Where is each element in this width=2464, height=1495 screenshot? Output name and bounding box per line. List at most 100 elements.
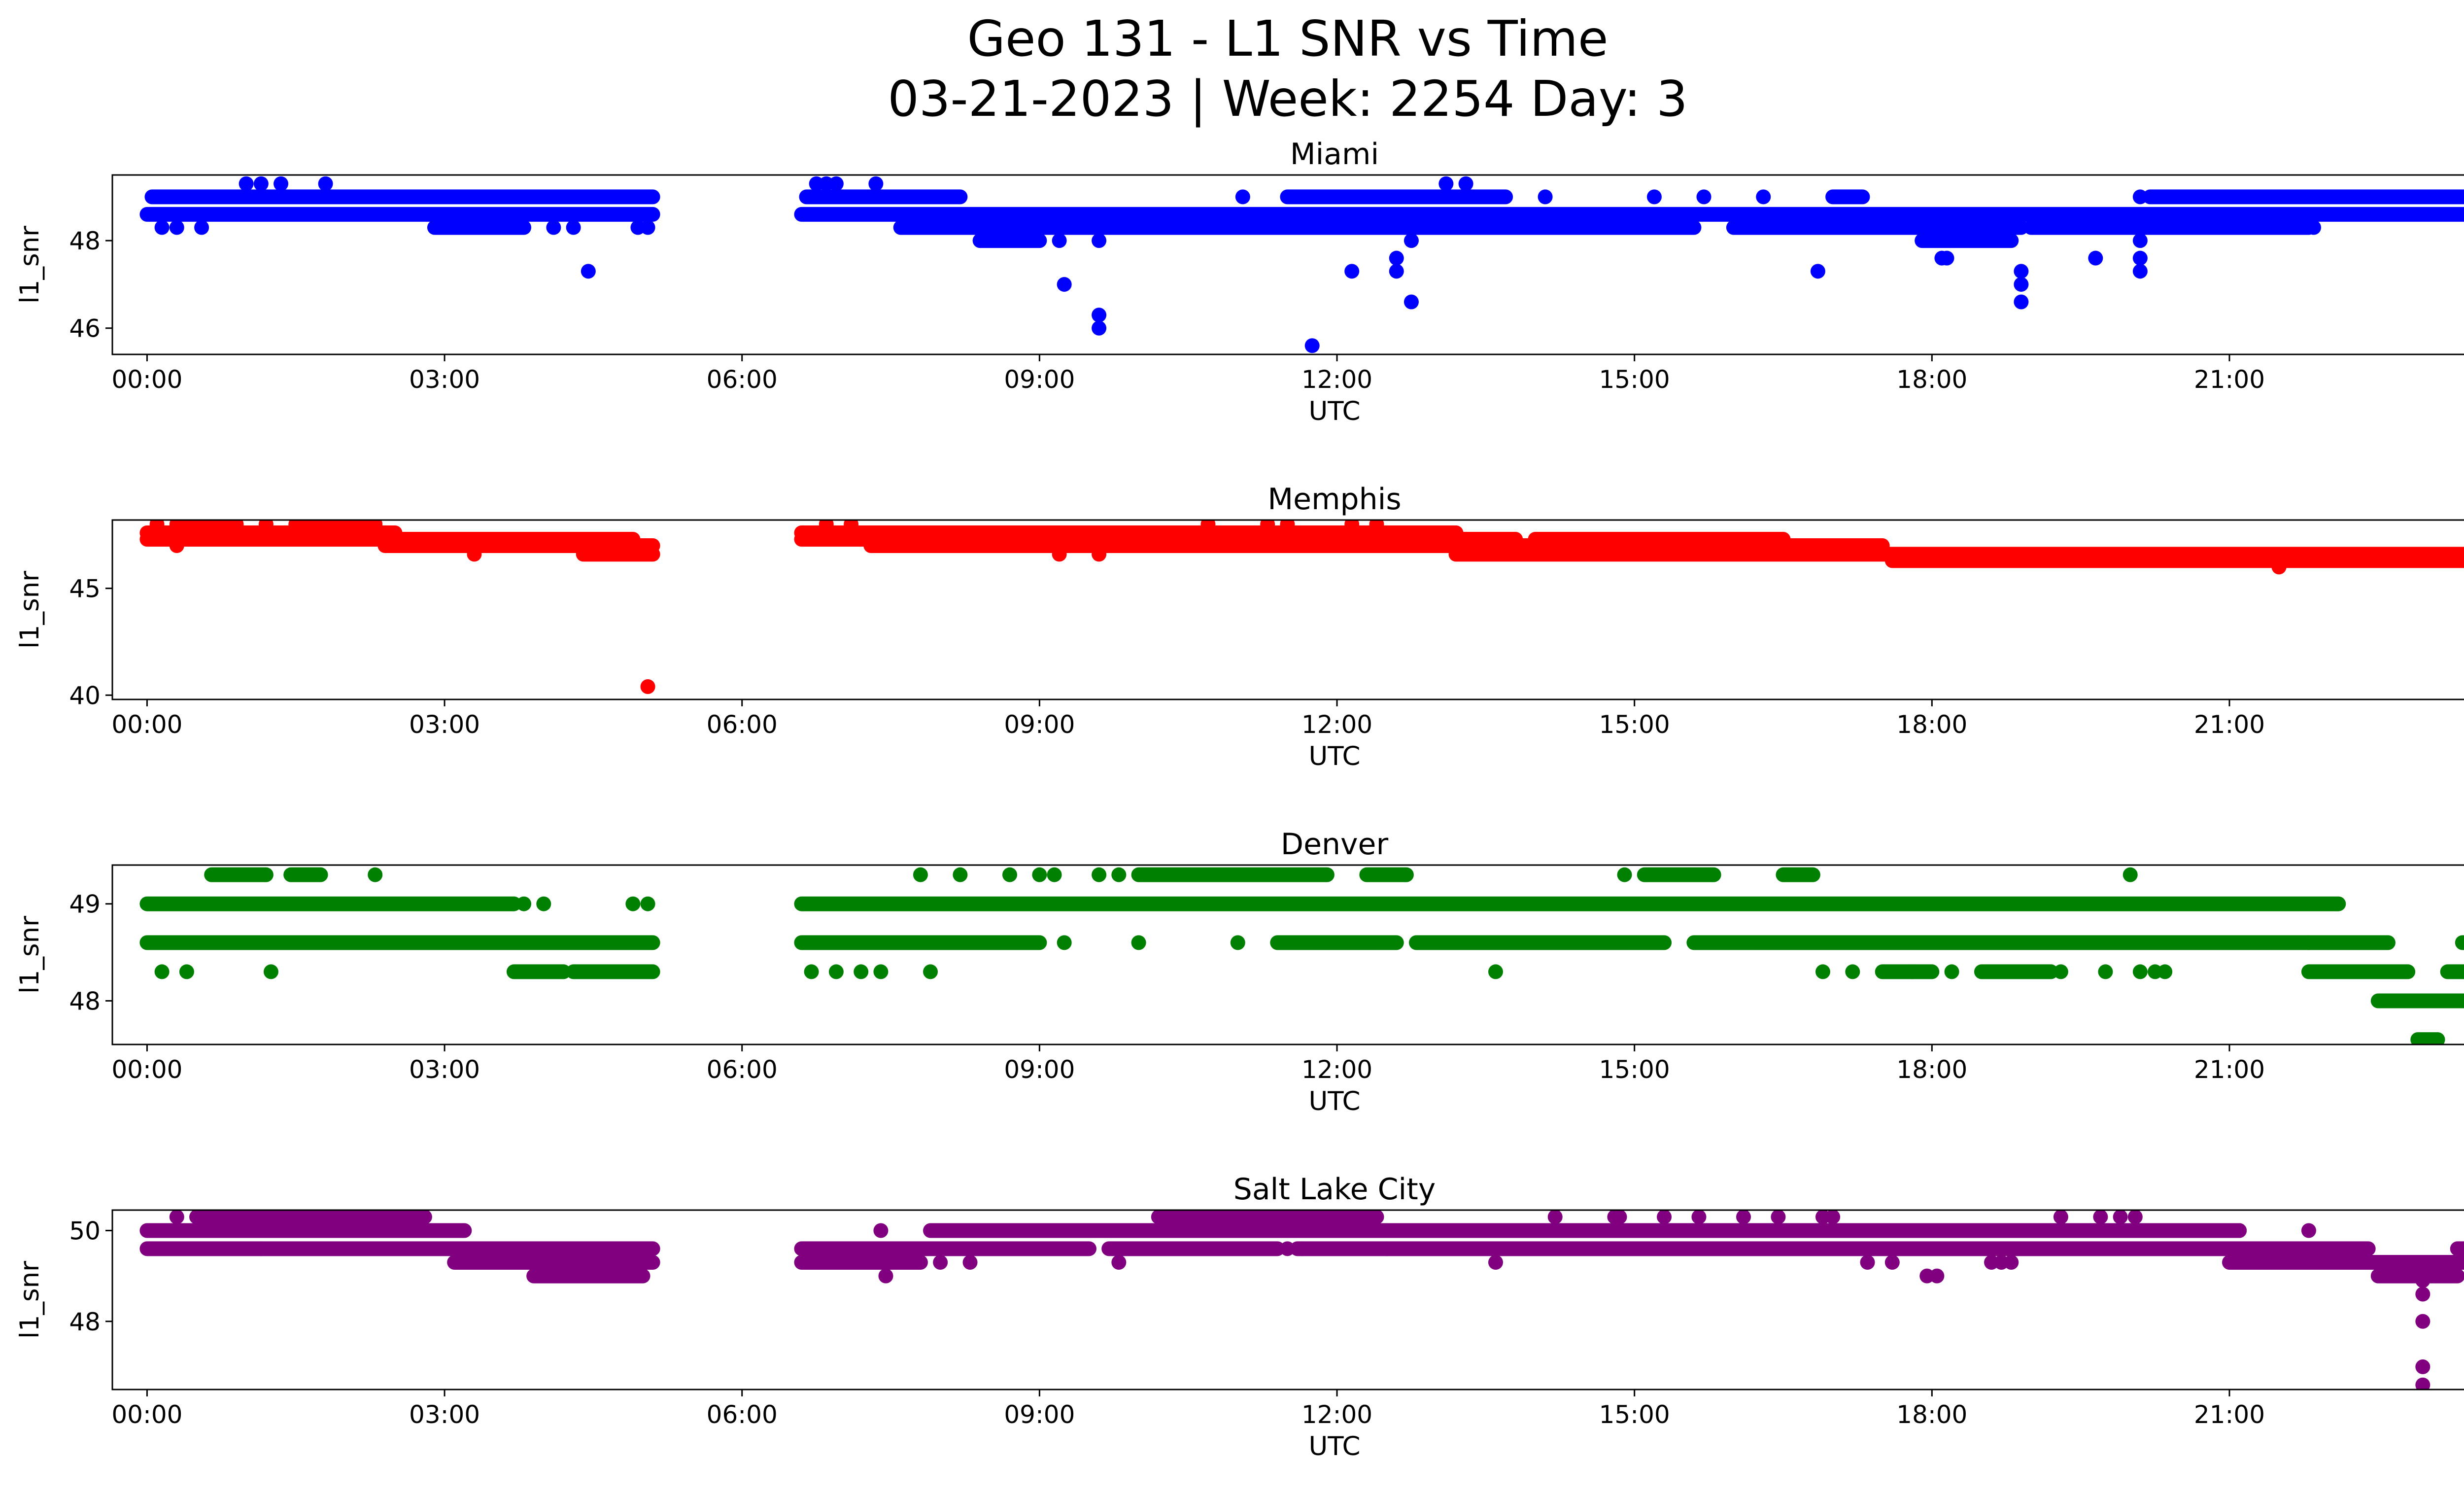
data-point bbox=[873, 1223, 889, 1238]
data-point bbox=[2415, 1314, 2430, 1329]
data-point bbox=[179, 964, 194, 979]
data-point bbox=[2113, 1210, 2128, 1224]
y-tick-label: 48 bbox=[69, 1308, 101, 1336]
data-point bbox=[2415, 1286, 2430, 1302]
data-band bbox=[2455, 935, 2464, 950]
data-point bbox=[581, 264, 596, 279]
x-tick-label: 15:00 bbox=[1599, 710, 1670, 739]
data-point bbox=[1810, 264, 1825, 279]
data-point bbox=[253, 1241, 269, 1256]
data-band bbox=[794, 935, 1047, 950]
subplot-denver: Denver 00:00 03:00 06:00 09:00 12:00 15:00 18:0… bbox=[15, 827, 2464, 1116]
data-point bbox=[1488, 1254, 1503, 1270]
x-axis-label: UTC bbox=[1308, 396, 1360, 426]
x-tick-label: 03:00 bbox=[409, 365, 480, 394]
x-tick-label: 21:00 bbox=[2194, 710, 2265, 739]
subplot-title: Salt Lake City bbox=[1233, 1172, 1436, 1207]
data-point bbox=[868, 176, 884, 191]
data-point bbox=[854, 964, 869, 979]
x-tick-label: 18:00 bbox=[1896, 1400, 1967, 1429]
x-axis-label: UTC bbox=[1308, 1431, 1360, 1461]
x-tick-label: 00:00 bbox=[111, 710, 182, 739]
x-tick-label: 09:00 bbox=[1004, 710, 1075, 739]
data-point bbox=[873, 964, 889, 979]
data-band bbox=[923, 1223, 2247, 1238]
x-tick-label: 18:00 bbox=[1896, 1055, 1967, 1084]
data-band bbox=[1637, 867, 1721, 882]
data-point bbox=[1304, 338, 1320, 353]
subplot-miami: Miami 00:00 03:00 06:00 09:00 12:00 15:00 18:00… bbox=[15, 137, 2464, 426]
data-band bbox=[1131, 867, 1335, 882]
x-tick-label: 03:00 bbox=[409, 710, 480, 739]
x-tick-label: 00:00 bbox=[111, 1055, 182, 1084]
data-point bbox=[1260, 520, 1275, 532]
data-band bbox=[144, 189, 660, 205]
subplot-title: Miami bbox=[1290, 137, 1379, 172]
data-band bbox=[1290, 1241, 2376, 1256]
data-band bbox=[283, 867, 328, 882]
axes-frame bbox=[111, 1209, 2464, 1391]
data-point bbox=[819, 520, 834, 532]
data-point bbox=[2306, 220, 2322, 235]
x-tick-label: 15:00 bbox=[1599, 1055, 1670, 1084]
data-point bbox=[239, 176, 254, 191]
x-tick-label: 21:00 bbox=[2194, 365, 2265, 394]
y-axis-label: l1_snr bbox=[15, 226, 45, 304]
data-point bbox=[962, 1254, 978, 1270]
data-point bbox=[1111, 867, 1127, 882]
y-tick-label: 46 bbox=[69, 314, 101, 343]
data-band bbox=[1825, 189, 1870, 205]
data-point bbox=[2098, 964, 2113, 979]
data-point bbox=[828, 964, 844, 979]
data-band bbox=[794, 896, 2346, 911]
x-axis-label: UTC bbox=[1308, 1086, 1360, 1116]
data-band bbox=[1776, 867, 1820, 882]
data-point bbox=[1057, 935, 1072, 950]
x-tick-label: 18:00 bbox=[1896, 365, 1967, 394]
data-point bbox=[1052, 233, 1067, 248]
data-point bbox=[640, 220, 655, 235]
data-point bbox=[844, 520, 859, 532]
data-point bbox=[923, 964, 938, 979]
data-point bbox=[1052, 547, 1067, 562]
data-point bbox=[1929, 1268, 1945, 1284]
data-point bbox=[1884, 1254, 1900, 1270]
data-point bbox=[2014, 264, 2029, 279]
x-tick-label: 09:00 bbox=[1004, 365, 1075, 394]
data-point bbox=[566, 220, 581, 235]
data-point bbox=[1771, 1210, 1786, 1224]
data-band bbox=[1270, 935, 1404, 950]
data-point bbox=[2014, 277, 2029, 292]
subplot-memphis: Memphis 00:00 03:00 06:00 09:00 12:00 15:00 18:… bbox=[15, 482, 2464, 771]
data-band bbox=[2301, 964, 2416, 979]
data-band bbox=[2370, 993, 2464, 1008]
data-point bbox=[878, 1268, 893, 1284]
data-point bbox=[1230, 935, 1245, 950]
data-band bbox=[506, 964, 571, 979]
data-point bbox=[1612, 1210, 1627, 1224]
data-point bbox=[2232, 1223, 2247, 1238]
data-point bbox=[169, 220, 184, 235]
data-point bbox=[2004, 1254, 2019, 1270]
data-point bbox=[2157, 964, 2173, 979]
data-point bbox=[1438, 176, 1454, 191]
data-point bbox=[1458, 176, 1473, 191]
data-point bbox=[933, 1254, 948, 1270]
data-band bbox=[1280, 189, 1513, 205]
data-band bbox=[2450, 1241, 2464, 1256]
subplot-title: Denver bbox=[1281, 827, 1389, 862]
x-tick-label: 03:00 bbox=[409, 1400, 480, 1429]
data-point bbox=[913, 867, 928, 882]
data-point bbox=[258, 520, 274, 532]
data-point bbox=[2053, 964, 2068, 979]
data-point bbox=[253, 176, 269, 191]
x-tick-label: 12:00 bbox=[1301, 365, 1372, 394]
axes-frame bbox=[111, 519, 2464, 700]
data-point bbox=[1825, 1210, 1841, 1224]
data-point bbox=[1488, 964, 1503, 979]
data-point bbox=[1057, 277, 1072, 292]
y-tick-label: 40 bbox=[69, 681, 101, 710]
data-band bbox=[893, 220, 1702, 235]
data-point bbox=[1845, 964, 1860, 979]
data-band bbox=[189, 1210, 432, 1224]
